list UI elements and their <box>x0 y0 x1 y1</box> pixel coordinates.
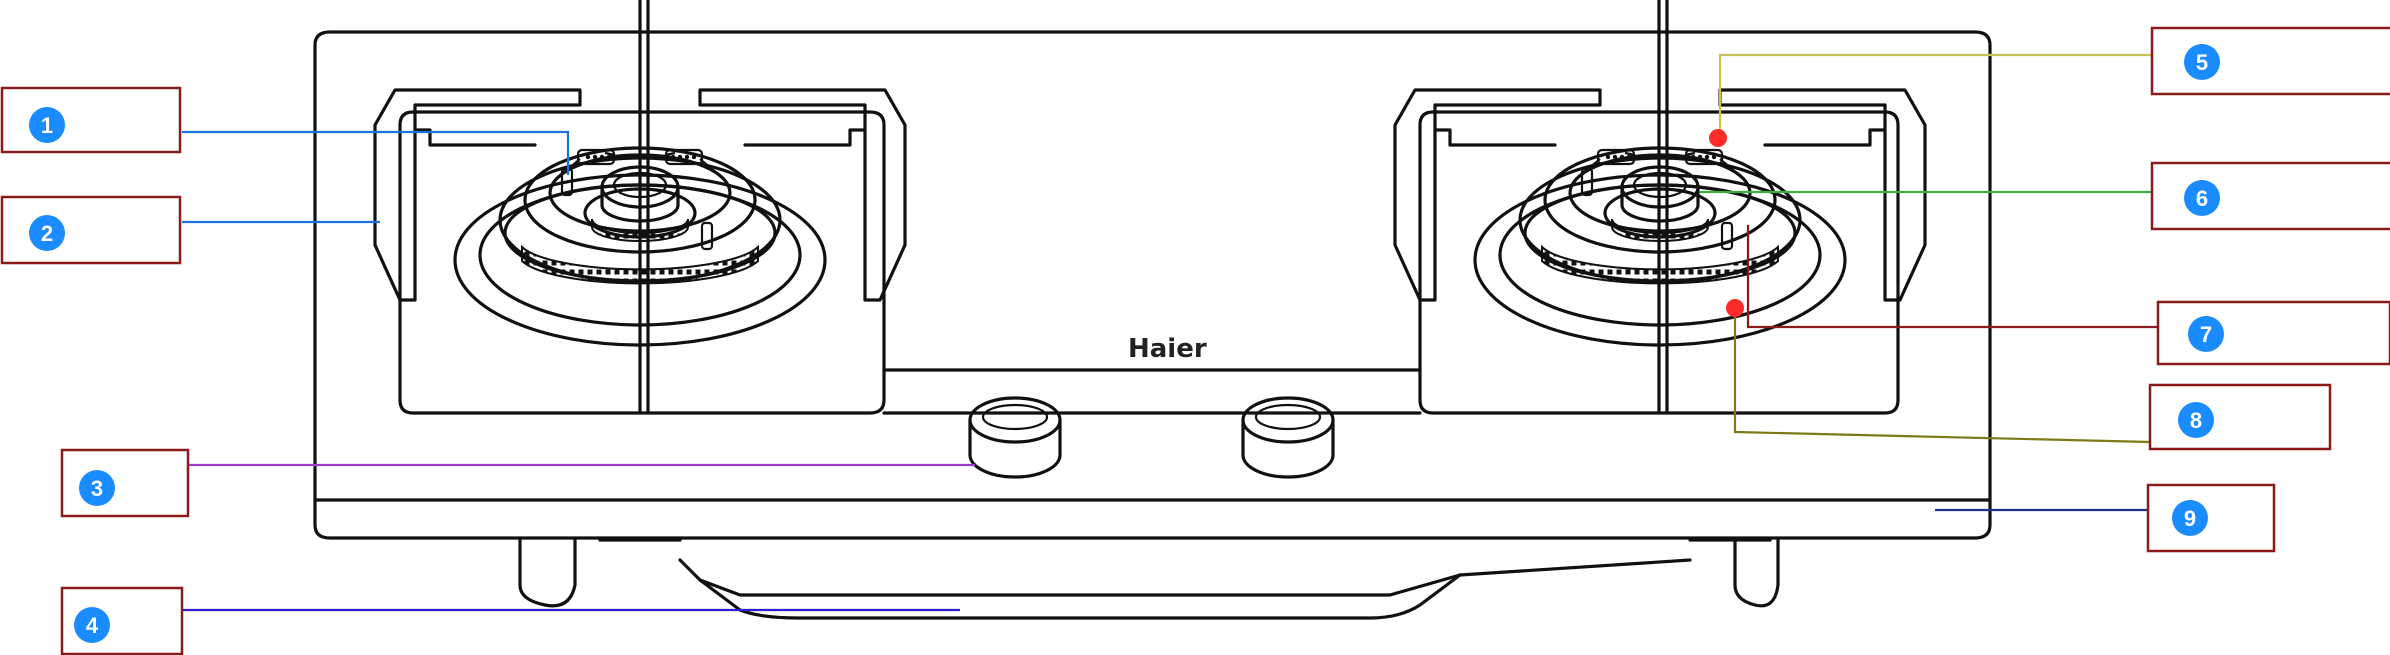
callout-1-label: 1 <box>41 113 53 138</box>
right-control-knob <box>1241 396 1335 479</box>
marker-dot-8 <box>1726 299 1744 317</box>
callout-5: 5 <box>2150 26 2390 96</box>
callout-3: 3 <box>60 448 190 518</box>
callout-7-label: 7 <box>2200 322 2212 347</box>
callout-5-label: 5 <box>2196 50 2208 75</box>
leader-line-8 <box>1733 308 2151 444</box>
callout-6: 6 <box>2150 161 2390 231</box>
callout-6-label: 6 <box>2196 186 2208 211</box>
callout-4: 4 <box>60 586 184 655</box>
leader-line-5 <box>1718 53 2152 135</box>
callout-2-label: 2 <box>41 221 53 246</box>
callout-4-label: 4 <box>86 613 99 638</box>
callout-7: 7 <box>2156 300 2390 366</box>
left-control-knob <box>968 396 1062 479</box>
leader-lines <box>182 53 2158 612</box>
callout-2: 2 <box>0 195 182 265</box>
marker-dot-5 <box>1709 129 1727 147</box>
callout-3-label: 3 <box>91 476 103 501</box>
callout-9: 9 <box>2146 483 2276 553</box>
brand-logo: Haier <box>1128 334 1207 364</box>
leader-line-1 <box>182 130 570 175</box>
callout-8: 8 <box>2148 383 2332 451</box>
callout-8-label: 8 <box>2190 408 2202 433</box>
callout-9-label: 9 <box>2184 506 2196 531</box>
leader-line-7 <box>1746 225 2158 329</box>
callout-1: 1 <box>0 86 182 154</box>
